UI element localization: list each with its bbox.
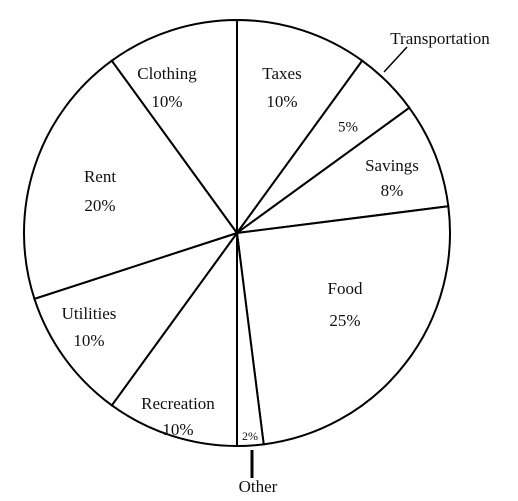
slice-label: Other [239,477,278,496]
pie-slice [236,106,450,234]
value-label: 25% [329,311,360,330]
value-label: 10% [162,420,193,439]
pie-slice [236,18,364,237]
value-label: 20% [84,196,115,215]
pie-slice [235,205,451,446]
slice-label: Rent [84,167,116,186]
slice-label: Transportation [390,29,490,48]
leader-line [383,46,408,73]
value-label: 8% [381,181,404,200]
slice-label: Recreation [141,394,215,413]
pie-slice [23,59,239,301]
value-label: 10% [73,331,104,350]
pie-slice [110,229,238,448]
slice-label: Clothing [137,64,197,83]
slice-label: Savings [365,156,419,175]
slice-label: Food [328,279,363,298]
value-label: 10% [266,92,297,111]
slice-label: Taxes [262,64,301,83]
pie-slice [110,18,238,237]
value-label: 2% [242,429,258,443]
pie-slice [33,231,240,407]
slice-label: Utilities [62,304,117,323]
value-label: 5% [338,119,358,135]
value-label: 10% [151,92,182,111]
